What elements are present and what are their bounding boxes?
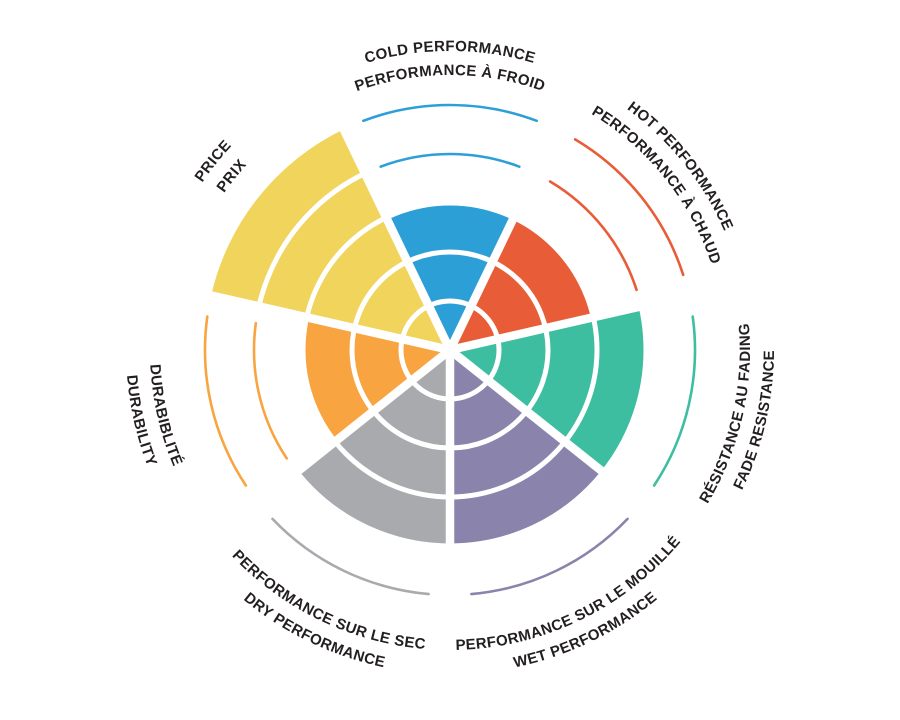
sector-wedge-cold-performance bbox=[386, 203, 514, 350]
level-arc-cold-performance-5 bbox=[362, 103, 538, 123]
sector-wedge-wet-performance bbox=[450, 350, 604, 546]
level-arc-durability-5 bbox=[203, 315, 248, 487]
sector-separator bbox=[336, 120, 454, 352]
sector-wedge-durability bbox=[303, 317, 450, 442]
level-arc-wet-performance-5 bbox=[470, 517, 629, 596]
level-arc-hot-performance-5 bbox=[573, 138, 685, 277]
level-arc-hot-performance-4 bbox=[548, 180, 638, 292]
sector-separator bbox=[446, 120, 564, 352]
sector-wedge-dry-performance bbox=[296, 350, 450, 546]
level-arc-durability-4 bbox=[252, 321, 288, 460]
sector-separator bbox=[449, 289, 698, 355]
level-arc-cold-performance-4 bbox=[379, 152, 521, 168]
level-arc-fade-resistance-5 bbox=[652, 315, 697, 487]
sector-separator bbox=[249, 346, 453, 512]
sector-wedge-price bbox=[211, 129, 450, 350]
level-arc-dry-performance-5 bbox=[271, 517, 430, 596]
sector-label-inner-cold-performance: PERFORMANCE À FROID bbox=[353, 62, 548, 95]
sector-label-outer-hot-performance: HOT PERFORMANCE bbox=[624, 98, 736, 233]
sector-separator bbox=[202, 289, 451, 355]
sector-separator bbox=[447, 346, 651, 512]
